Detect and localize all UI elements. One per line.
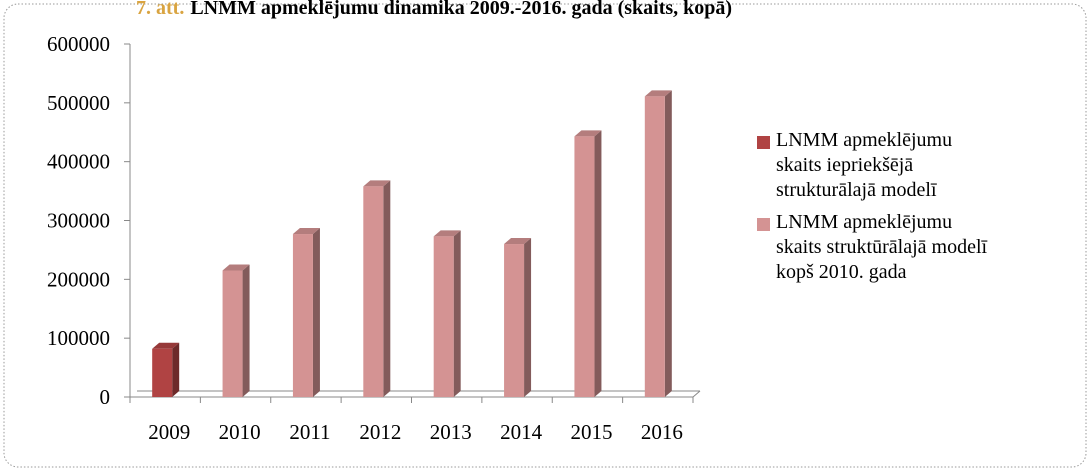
floor-side	[692, 390, 701, 398]
y-tick-label: 300000	[47, 209, 110, 233]
bar	[292, 228, 320, 397]
bar-side	[312, 228, 320, 397]
legend-label: LNMM apmeklējumu skaits struktūrālajā mo…	[776, 211, 988, 283]
bar-side	[172, 342, 180, 397]
x-tick-label: 2009	[148, 420, 190, 444]
x-tick-label: 2010	[219, 420, 261, 444]
bar-top	[574, 130, 602, 137]
y-tick-label: 400000	[47, 150, 110, 174]
y-tick-label: 200000	[47, 267, 110, 291]
bar	[574, 130, 602, 397]
bar-top	[363, 180, 391, 187]
bar	[433, 230, 461, 397]
bar-side	[383, 180, 391, 397]
bar-front	[363, 186, 384, 397]
y-tick-label: 500000	[47, 91, 110, 115]
legend-swatch	[757, 136, 770, 149]
legend-entry: LNMM apmeklējumu skaits iepriekšējā stru…	[757, 128, 997, 203]
bar-top	[152, 342, 180, 349]
y-tick-label: 600000	[47, 32, 110, 56]
bar-front	[433, 236, 454, 397]
x-tick-label: 2012	[359, 420, 401, 444]
bar-front	[222, 270, 243, 397]
bar-side	[664, 90, 672, 397]
legend: LNMM apmeklējumu skaits iepriekšējā stru…	[757, 128, 997, 292]
title-text: LNMM apmeklējumu dinamika 2009.-2016. ga…	[190, 0, 732, 19]
y-tick-label: 0	[100, 385, 111, 409]
legend-entry: LNMM apmeklējumu skaits struktūrālajā mo…	[757, 210, 997, 285]
bar-side	[524, 238, 532, 397]
bar-front	[152, 348, 173, 397]
x-tick-label: 2015	[570, 420, 612, 444]
bar-front	[504, 244, 525, 397]
bar-side	[242, 264, 250, 397]
bar	[152, 342, 180, 397]
bar-top	[292, 228, 320, 235]
bar-top	[504, 238, 532, 245]
legend-swatch	[757, 218, 770, 231]
x-tick-label: 2014	[500, 420, 543, 444]
bar-top	[433, 230, 461, 237]
chart-title: 7. att. LNMM apmeklējumu dinamika 2009.-2…	[136, 0, 732, 19]
bar-top	[222, 264, 250, 271]
figure-label: 7. att.	[136, 0, 184, 19]
bar	[363, 180, 391, 397]
bar	[222, 264, 250, 397]
bar-side	[453, 230, 461, 397]
x-tick-label: 2011	[289, 420, 330, 444]
x-tick-label: 2013	[430, 420, 472, 444]
bar-top	[644, 90, 672, 97]
y-tick-label: 100000	[47, 326, 110, 350]
bar	[644, 90, 672, 397]
legend-label: LNMM apmeklējumu skaits iepriekšējā stru…	[776, 129, 953, 201]
bar-front	[644, 96, 665, 397]
bar-front	[574, 136, 595, 397]
x-tick-label: 2016	[641, 420, 683, 444]
bar-front	[292, 234, 313, 397]
bar	[504, 238, 532, 397]
bar-side	[594, 130, 602, 397]
